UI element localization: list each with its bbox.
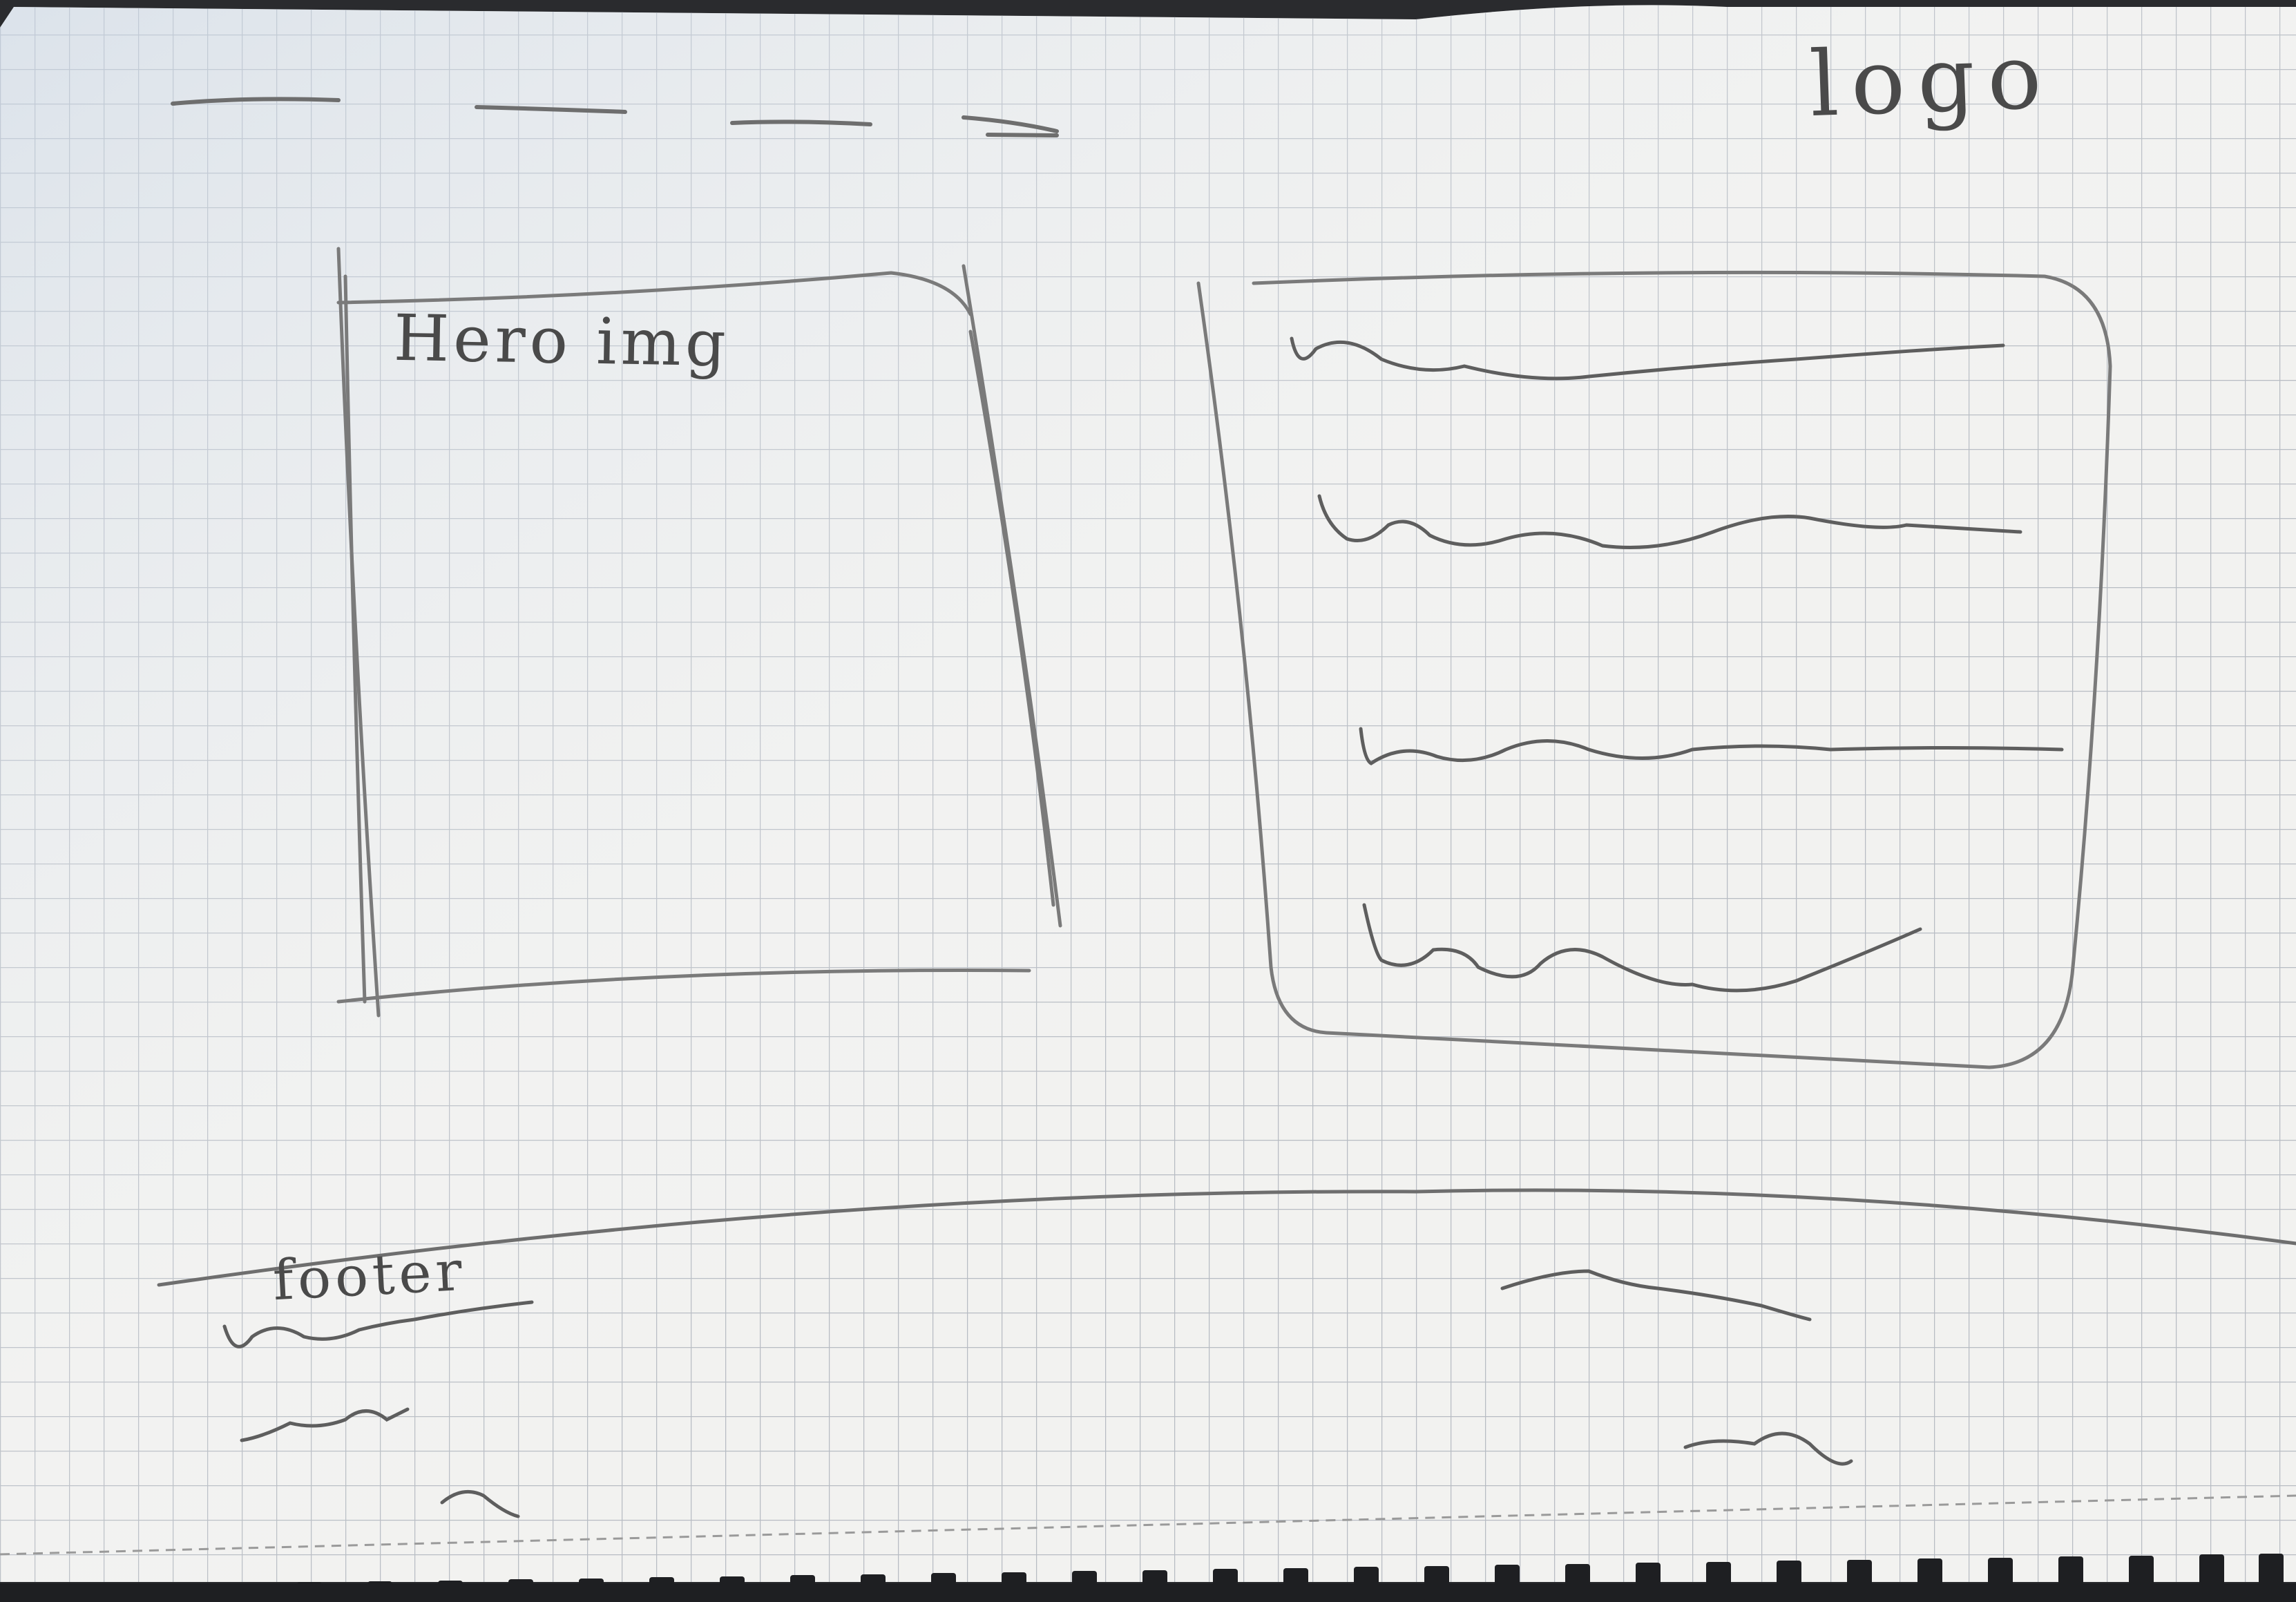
hero-image-label: Hero img	[393, 301, 731, 381]
spiral-binding	[0, 1554, 2296, 1602]
nav-items-scribbles	[171, 97, 1059, 137]
content-lines-scribbles	[1290, 336, 2064, 993]
footer-divider	[157, 1188, 2296, 1287]
footer-label: footer	[271, 1238, 468, 1313]
footer-scribbles	[222, 1269, 1853, 1518]
content-panel	[1196, 270, 2112, 1069]
hero-image-box	[336, 247, 1062, 1018]
perforation-line	[0, 1494, 2296, 1556]
logo-label: logo	[1808, 23, 2056, 137]
